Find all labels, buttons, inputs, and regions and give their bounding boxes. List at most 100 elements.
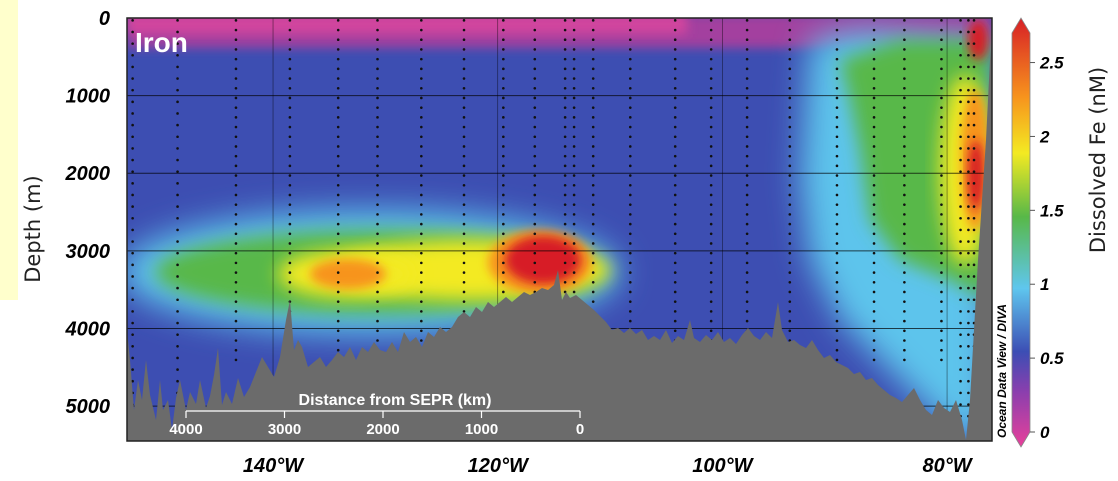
sample-point [533, 19, 537, 22]
sample-point [234, 19, 238, 22]
station-column [967, 19, 970, 418]
sample-point [745, 183, 749, 187]
sample-point [835, 154, 839, 158]
sample-point [591, 116, 595, 119]
sample-point [572, 261, 576, 265]
sample-point [628, 57, 632, 61]
sample-point [502, 145, 505, 148]
sample-point [940, 339, 943, 342]
sample-point [462, 135, 466, 139]
sample-point [745, 242, 749, 245]
sample-point [835, 319, 839, 323]
sample-point [745, 48, 749, 51]
sample-point [288, 145, 292, 148]
sample-point [903, 174, 906, 177]
sample-point [628, 38, 632, 42]
sample-point [288, 222, 292, 226]
sample-point [336, 164, 340, 168]
sample-point [591, 28, 595, 32]
sample-point [673, 38, 677, 42]
sample-point [591, 86, 595, 90]
sample-point [176, 310, 179, 313]
sample-point [234, 135, 238, 139]
sample-point [972, 147, 976, 150]
sample-point [572, 232, 576, 236]
station-column [940, 19, 943, 362]
sample-point [462, 77, 466, 80]
sample-point [591, 164, 595, 168]
sample-point [234, 67, 238, 71]
sample-point [940, 174, 943, 177]
sample-point [940, 67, 943, 71]
sample-point [533, 174, 537, 177]
sample-point [502, 251, 505, 255]
sample-point [591, 77, 595, 80]
sample-point [502, 28, 505, 32]
sample-point [176, 240, 179, 243]
sample-point [835, 86, 839, 90]
sample-point [967, 263, 970, 267]
sample-point [288, 106, 292, 109]
sample-point [967, 30, 970, 34]
sample-point [673, 290, 677, 294]
sample-point [572, 280, 576, 284]
sample-point [673, 164, 677, 168]
sample-point [903, 348, 906, 352]
sample-point [288, 174, 292, 177]
sample-point [131, 182, 134, 185]
station-column [835, 19, 839, 362]
sample-point [967, 216, 970, 220]
sample-point [288, 203, 292, 206]
sample-point [788, 96, 792, 100]
sample-point [533, 222, 537, 226]
sample-point [591, 174, 595, 177]
sample-point [376, 271, 379, 274]
sample-point [336, 57, 340, 61]
sample-point [940, 261, 943, 265]
sample-point [176, 53, 179, 57]
sample-point [940, 310, 943, 313]
sample-point [709, 319, 713, 323]
sample-point [502, 183, 505, 187]
sample-point [628, 183, 632, 187]
sample-point [533, 261, 537, 265]
sample-point [967, 345, 970, 348]
sample-point [176, 135, 179, 139]
sample-point [745, 67, 749, 71]
station-column [745, 19, 749, 362]
sample-point [131, 135, 134, 139]
sample-point [673, 135, 677, 139]
sample-point [591, 19, 595, 22]
sample-point [959, 379, 962, 383]
sample-point [628, 280, 632, 284]
sample-point [462, 145, 466, 148]
sample-point [176, 356, 179, 360]
sample-point [591, 213, 595, 216]
station-column [872, 19, 876, 362]
sample-point [572, 203, 576, 206]
sample-point [234, 174, 238, 177]
sample-point [176, 65, 179, 69]
sample-point [234, 222, 238, 226]
sample-point [572, 96, 576, 100]
sample-point [628, 77, 632, 80]
sample-point [563, 213, 567, 216]
sample-point [872, 145, 876, 148]
sample-point [745, 290, 749, 294]
sample-point [940, 193, 943, 197]
sample-point [709, 290, 713, 294]
sample-point [903, 135, 906, 139]
sample-point [872, 261, 876, 265]
sample-point [563, 193, 567, 197]
sample-point [872, 339, 876, 342]
sample-point [628, 193, 632, 197]
sample-point [572, 222, 576, 226]
sample-point [420, 135, 423, 139]
sample-point [376, 203, 379, 206]
sample-point [788, 57, 792, 61]
y-tick-label: 2000 [65, 163, 111, 185]
y-tick-label: 0 [99, 8, 110, 30]
sample-point [131, 170, 134, 173]
sample-point [903, 222, 906, 226]
sample-point [420, 19, 423, 22]
